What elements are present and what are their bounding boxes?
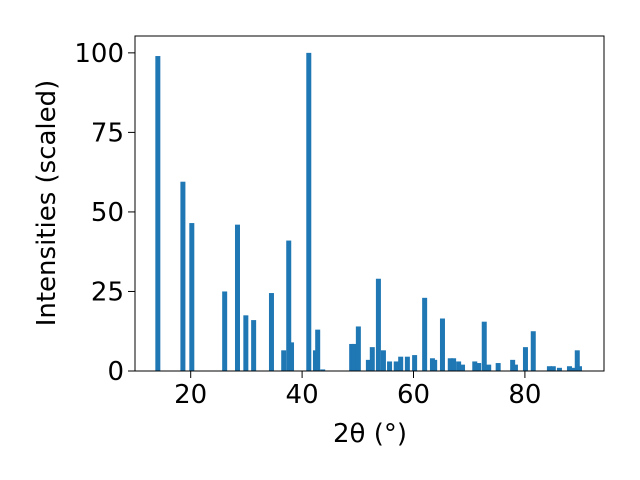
bar: [566, 366, 572, 371]
bar: [451, 358, 457, 371]
bar: [472, 361, 478, 371]
bar: [404, 356, 410, 371]
bar: [380, 350, 386, 371]
y-axis-label: Intensities (scaled): [32, 80, 62, 327]
bar: [510, 359, 516, 371]
bar: [530, 331, 536, 371]
bar: [522, 347, 528, 371]
bar: [375, 278, 381, 371]
bar: [481, 321, 487, 371]
bar: [281, 350, 287, 371]
bar: [476, 363, 482, 371]
bar: [306, 52, 312, 371]
bar: [550, 366, 556, 371]
plot-frame: [134, 35, 605, 372]
bar: [387, 361, 393, 371]
bar: [251, 320, 257, 371]
bar: [576, 366, 582, 371]
bar: [460, 364, 466, 371]
bar: [422, 297, 428, 371]
bar: [289, 342, 295, 371]
y-tick-label: 75: [91, 118, 124, 148]
bar: [546, 366, 552, 371]
bar: [574, 350, 580, 371]
bar: [155, 56, 161, 372]
bar: [486, 364, 492, 371]
bar: [234, 224, 240, 371]
bar: [456, 361, 462, 371]
bar: [439, 318, 445, 371]
y-tick-label: 100: [74, 39, 124, 69]
bar: [398, 356, 404, 371]
bar: [495, 363, 501, 371]
bar: [351, 343, 357, 371]
x-tick-label: 80: [508, 380, 541, 410]
y-tick-label: 0: [107, 357, 124, 387]
bar: [222, 291, 228, 371]
bar: [189, 223, 195, 371]
x-axis-label: 2θ (°): [333, 419, 407, 449]
y-tick-label: 25: [91, 277, 124, 307]
x-tick-label: 60: [397, 380, 430, 410]
bar: [365, 359, 371, 371]
bar: [355, 326, 361, 371]
bar: [432, 359, 438, 371]
bar: [349, 343, 355, 371]
bar: [180, 181, 186, 371]
bar: [315, 329, 321, 371]
x-tick-label: 20: [174, 380, 207, 410]
bar: [570, 367, 576, 371]
y-tick-label: 50: [91, 198, 124, 228]
bar: [393, 361, 399, 371]
bar: [512, 364, 518, 371]
bar: [556, 367, 562, 371]
bar: [243, 315, 249, 371]
bar: [286, 240, 292, 371]
bar: [268, 293, 274, 371]
bar: [412, 355, 418, 371]
x-tick-label: 40: [286, 380, 319, 410]
bar: [320, 369, 326, 371]
bar: [447, 358, 453, 371]
bar: [369, 347, 375, 371]
